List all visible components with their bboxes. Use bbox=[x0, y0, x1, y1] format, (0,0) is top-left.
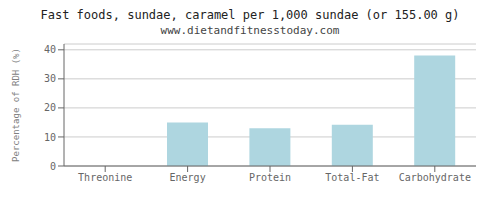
svg-text:Energy: Energy bbox=[170, 172, 206, 183]
svg-text:0: 0 bbox=[50, 161, 56, 172]
svg-text:Total-Fat: Total-Fat bbox=[325, 172, 379, 183]
svg-text:30: 30 bbox=[44, 73, 56, 84]
svg-text:Protein: Protein bbox=[249, 172, 291, 183]
svg-text:10: 10 bbox=[44, 132, 56, 143]
html-text:www.dietandfitnesstoday.com: www.dietandfitnesstoday.com bbox=[160, 24, 340, 37]
svg-text:Carbohydrate: Carbohydrate bbox=[399, 172, 471, 183]
svg-text:Percentage of RDH (%): Percentage of RDH (%) bbox=[11, 48, 21, 162]
html-text:Fast foods, sundae, caramel pe: Fast foods, sundae, caramel per 1,000 su… bbox=[40, 8, 460, 22]
svg-text:Threonine: Threonine bbox=[78, 172, 132, 183]
svg-text:20: 20 bbox=[44, 102, 56, 113]
svg-text:40: 40 bbox=[44, 44, 56, 55]
